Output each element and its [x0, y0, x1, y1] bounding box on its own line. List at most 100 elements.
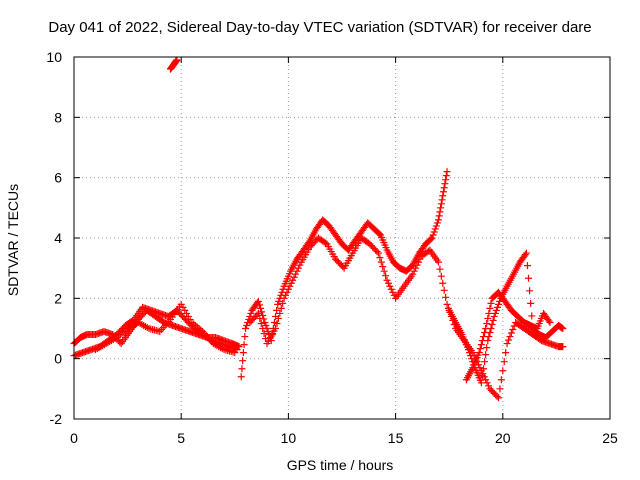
data-point — [482, 325, 490, 332]
data-point — [521, 251, 529, 259]
data-point — [280, 294, 288, 302]
data-point — [257, 304, 265, 312]
data-point — [523, 262, 531, 270]
data-point — [414, 258, 422, 266]
data-point — [439, 188, 447, 196]
data-point — [491, 309, 499, 317]
data-point — [286, 282, 294, 290]
data-point — [503, 340, 511, 348]
data-point — [522, 249, 530, 257]
data-point — [272, 325, 280, 332]
data-point — [260, 330, 268, 338]
data-point — [464, 346, 472, 354]
x-tick-label: 20 — [495, 430, 511, 446]
data-point — [506, 333, 514, 341]
data-point — [283, 288, 291, 296]
data-point — [434, 216, 442, 224]
data-point — [413, 261, 421, 269]
data-point — [279, 299, 287, 307]
data-point — [382, 272, 390, 280]
data-point — [481, 358, 489, 366]
data-point — [290, 273, 298, 281]
data-point — [480, 333, 488, 341]
data-point — [429, 231, 437, 239]
data-point — [500, 358, 508, 366]
data-point — [528, 312, 536, 320]
data-point — [276, 309, 284, 317]
chart-title: Day 041 of 2022, Sidereal Day-to-day VTE… — [48, 19, 592, 36]
data-point — [261, 318, 269, 326]
data-point — [483, 319, 491, 327]
x-tick-label: 15 — [388, 430, 404, 446]
data-point — [277, 304, 285, 312]
data-point — [467, 352, 475, 360]
data-point — [377, 258, 385, 266]
data-point — [273, 306, 281, 314]
data-point — [239, 349, 247, 357]
data-point — [262, 321, 270, 329]
y-tick-label: -2 — [50, 411, 63, 427]
data-point — [545, 317, 553, 325]
data-point — [258, 308, 266, 316]
data-point — [254, 309, 262, 317]
data-point — [256, 314, 264, 322]
data-point — [373, 248, 381, 256]
grid-lines — [74, 57, 610, 419]
data-point — [443, 300, 451, 308]
data-point — [439, 279, 447, 287]
data-point — [247, 309, 255, 317]
data-point — [436, 265, 444, 273]
data-point — [376, 230, 384, 238]
data-point — [507, 329, 515, 337]
data-point — [434, 258, 442, 266]
data-point — [485, 309, 493, 317]
data-point — [435, 212, 443, 220]
data-point — [441, 180, 449, 188]
series-track-e — [237, 168, 451, 381]
data-point — [478, 372, 486, 380]
data-point — [440, 184, 448, 192]
y-tick-label: 2 — [54, 290, 62, 306]
data-point — [254, 297, 262, 305]
data-point — [559, 343, 567, 351]
data-point — [493, 303, 501, 311]
data-point — [282, 291, 290, 299]
data-point — [293, 267, 301, 275]
data-point — [238, 365, 246, 373]
data-point — [489, 316, 497, 324]
data-point — [477, 341, 485, 349]
data-point — [495, 394, 503, 402]
data-point — [442, 176, 450, 184]
data-point — [287, 279, 295, 287]
data-point — [438, 196, 446, 204]
x-tick-label: 25 — [602, 430, 618, 446]
data-point — [439, 192, 447, 200]
data-point — [466, 349, 474, 357]
data-point — [443, 168, 451, 176]
data-point — [430, 228, 438, 236]
data-point — [442, 172, 450, 180]
data-point — [492, 306, 500, 314]
data-point — [380, 267, 388, 275]
y-tick-label: 4 — [54, 230, 62, 246]
data-point — [433, 219, 441, 227]
data-points — [70, 56, 567, 402]
data-point — [384, 279, 392, 287]
data-point — [485, 382, 493, 390]
y-axis-label: SDTVAR / TECUs — [5, 183, 21, 297]
data-point — [559, 325, 567, 332]
series-track-d — [166, 56, 181, 73]
data-point — [237, 373, 245, 381]
data-point — [505, 336, 513, 344]
data-point — [274, 314, 282, 322]
data-point — [436, 208, 444, 216]
data-point — [497, 376, 505, 384]
data-point — [484, 314, 492, 322]
data-point — [437, 204, 445, 212]
data-point — [495, 300, 503, 308]
series-track-h — [462, 288, 554, 384]
data-point — [481, 329, 489, 337]
data-point — [437, 200, 445, 208]
data-point — [431, 225, 439, 233]
data-point — [231, 349, 239, 357]
